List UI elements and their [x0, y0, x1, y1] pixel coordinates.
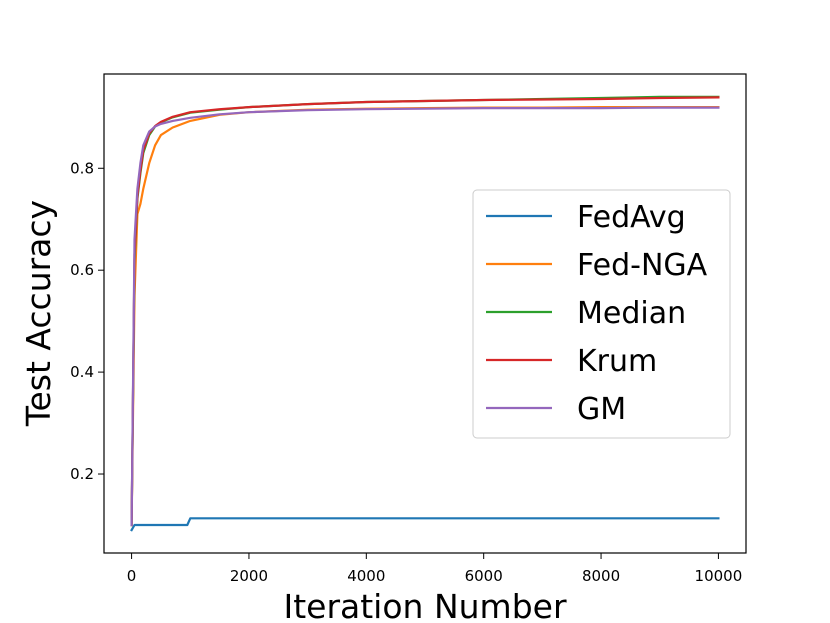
legend-label: FedAvg — [577, 200, 686, 235]
x-tick-label: 2000 — [230, 567, 268, 585]
legend-label: Median — [577, 296, 686, 331]
y-axis-label: Test Accuracy — [19, 200, 58, 427]
y-tick-label: 0.2 — [70, 465, 94, 483]
legend-box — [472, 189, 731, 439]
x-tick-label: 4000 — [347, 567, 385, 585]
plot-lines — [130, 95, 720, 532]
plot-frame — [103, 73, 747, 554]
x-tick-label: 10000 — [695, 567, 743, 585]
series-line-fedavg — [130, 517, 720, 532]
y-axis: 0.2 0.4 0.6 0.8 — [70, 159, 104, 483]
x-axis: 0 2000 4000 6000 8000 10000 — [127, 553, 742, 585]
legend: FedAvg Fed-NGA Median Krum GM — [472, 189, 731, 439]
x-axis-label: Iteration Number — [283, 587, 566, 623]
y-tick-label: 0.6 — [70, 261, 94, 279]
x-tick-label: 6000 — [465, 567, 503, 585]
x-tick-label: 8000 — [582, 567, 620, 585]
legend-label: GM — [577, 392, 626, 427]
x-tick-label: 0 — [127, 567, 137, 585]
series-line-gm — [130, 106, 720, 527]
legend-label: Fed-NGA — [577, 248, 708, 283]
y-tick-label: 0.8 — [70, 159, 94, 177]
y-tick-label: 0.4 — [70, 363, 94, 381]
legend-label: Krum — [577, 344, 657, 379]
